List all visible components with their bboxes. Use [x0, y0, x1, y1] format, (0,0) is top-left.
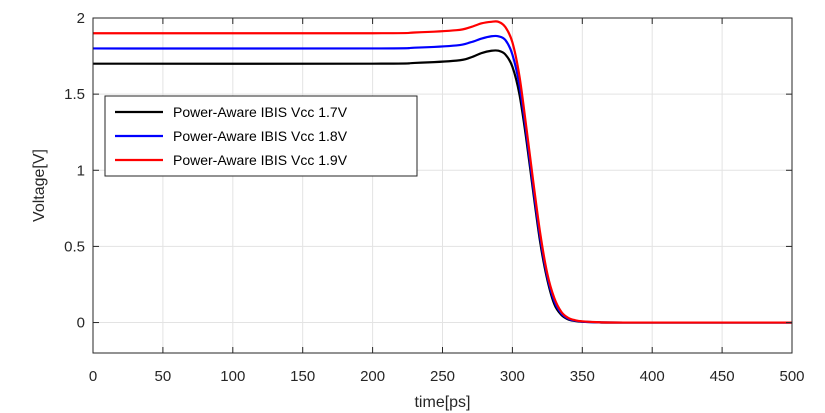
x-tick-label: 350	[570, 368, 595, 385]
x-tick-label: 150	[290, 368, 315, 385]
legend-box	[104, 95, 418, 177]
series-line-3	[92, 20, 793, 324]
x-tick-label: 400	[640, 368, 665, 385]
y-tick-label: 1.5	[64, 86, 85, 103]
x-tick-label: 50	[155, 368, 172, 385]
x-axis-label: time[ps]	[414, 394, 470, 411]
legend: Power-Aware IBIS Vcc 1.7V Power-Aware IBI…	[104, 95, 418, 177]
legend-label: Power-Aware IBIS Vcc 1.8V	[173, 128, 348, 144]
x-tick-label: 200	[360, 368, 385, 385]
y-tick-label: 0	[77, 315, 85, 332]
y-tick-label: 1	[77, 162, 85, 179]
x-tick-label: 300	[500, 368, 525, 385]
y-axis-label: Voltage[V]	[31, 149, 48, 222]
y-tick-label: 0.5	[64, 238, 85, 255]
x-axis: 0 50 100 150 200 250 300 350 400 450 500	[89, 18, 805, 385]
x-tick-label: 500	[779, 368, 804, 385]
x-tick-label: 250	[430, 368, 455, 385]
y-tick-label: 2	[77, 10, 85, 27]
x-tick-label: 100	[220, 368, 245, 385]
y-axis: 0 0.5 1 1.5 2	[64, 10, 792, 332]
legend-label: Power-Aware IBIS Vcc 1.9V	[173, 152, 348, 168]
x-tick-label: 450	[710, 368, 735, 385]
x-tick-label: 0	[89, 368, 97, 385]
legend-label: Power-Aware IBIS Vcc 1.7V	[173, 104, 348, 120]
series-layer	[92, 20, 793, 324]
